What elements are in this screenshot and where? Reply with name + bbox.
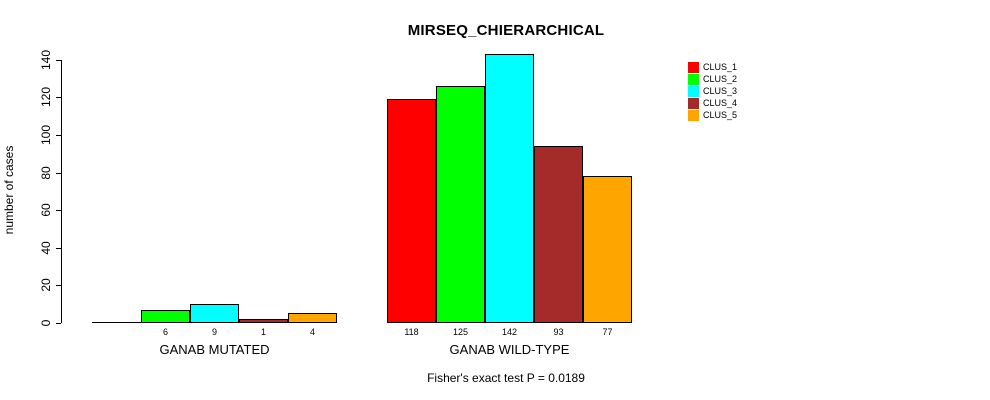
bar-clus-1-group2 bbox=[387, 99, 436, 323]
x-axis-group-label: GANAB MUTATED bbox=[159, 342, 270, 357]
bar-value-label: 77 bbox=[602, 327, 613, 337]
bar-value-label: 4 bbox=[309, 327, 315, 337]
x-axis-group-label: GANAB WILD-TYPE bbox=[449, 342, 570, 357]
bar-clus-3-group2 bbox=[485, 54, 534, 323]
bar-value-label: 6 bbox=[162, 327, 168, 337]
bar-value-label: 142 bbox=[501, 327, 518, 337]
y-axis-tick bbox=[56, 247, 61, 249]
bar-clus-3-group1 bbox=[190, 304, 239, 323]
y-axis-tick bbox=[56, 135, 61, 136]
legend-label-clus-5: CLUS_5 bbox=[703, 110, 738, 120]
y-axis-tick-label: 120 bbox=[39, 87, 53, 108]
bar-value-label: 118 bbox=[404, 327, 419, 337]
bar-clus-5-group2 bbox=[583, 176, 632, 323]
legend-label-clus-2: CLUS_2 bbox=[703, 74, 738, 84]
legend-swatch-clus-4 bbox=[688, 98, 699, 109]
legend-swatch-clus-3 bbox=[688, 86, 699, 97]
y-axis-tick bbox=[56, 323, 61, 324]
y-axis-tick-label: 20 bbox=[39, 278, 53, 293]
bar-value-label: 125 bbox=[452, 327, 469, 337]
bar-clus-2-group1 bbox=[141, 310, 190, 323]
bar-clus-2-group2 bbox=[436, 86, 485, 323]
y-axis-tick-label: 80 bbox=[39, 165, 53, 180]
bar-value-label: 9 bbox=[211, 327, 217, 337]
legend-label-clus-3: CLUS_3 bbox=[703, 86, 738, 96]
y-axis-tick bbox=[56, 59, 61, 61]
y-axis-tick-label: 60 bbox=[39, 203, 53, 217]
bar-clus-5-group1 bbox=[288, 313, 337, 323]
legend-swatch-clus-1 bbox=[688, 62, 699, 73]
y-axis-tick-label: 140 bbox=[39, 49, 53, 70]
y-axis-tick-label: 0 bbox=[39, 319, 53, 327]
y-axis-tick bbox=[56, 210, 61, 212]
y-axis-tick-label: 40 bbox=[39, 241, 53, 255]
y-axis-line bbox=[61, 59, 62, 323]
bar-clus-4-group2 bbox=[534, 146, 583, 323]
bar-value-label: 1 bbox=[260, 327, 266, 337]
y-axis-tick bbox=[56, 285, 61, 287]
bar-clus-4-group1 bbox=[239, 319, 288, 323]
legend-label-clus-1: CLUS_1 bbox=[703, 62, 738, 72]
legend-swatch-clus-5 bbox=[688, 110, 699, 121]
y-axis-tick-label: 100 bbox=[39, 124, 53, 146]
legend-swatch-clus-2 bbox=[688, 74, 699, 85]
bar-value-label: 93 bbox=[553, 327, 564, 337]
chart-title: MIRSEQ_CHIERARCHICAL bbox=[407, 22, 605, 39]
fisher-test-annotation: Fisher's exact test P = 0.0189 bbox=[427, 371, 585, 385]
bar-clus-1-group1-zero bbox=[92, 322, 141, 323]
legend-label-clus-4: CLUS_4 bbox=[703, 98, 738, 108]
y-axis-tick bbox=[56, 97, 61, 99]
y-axis-tick bbox=[56, 172, 61, 174]
